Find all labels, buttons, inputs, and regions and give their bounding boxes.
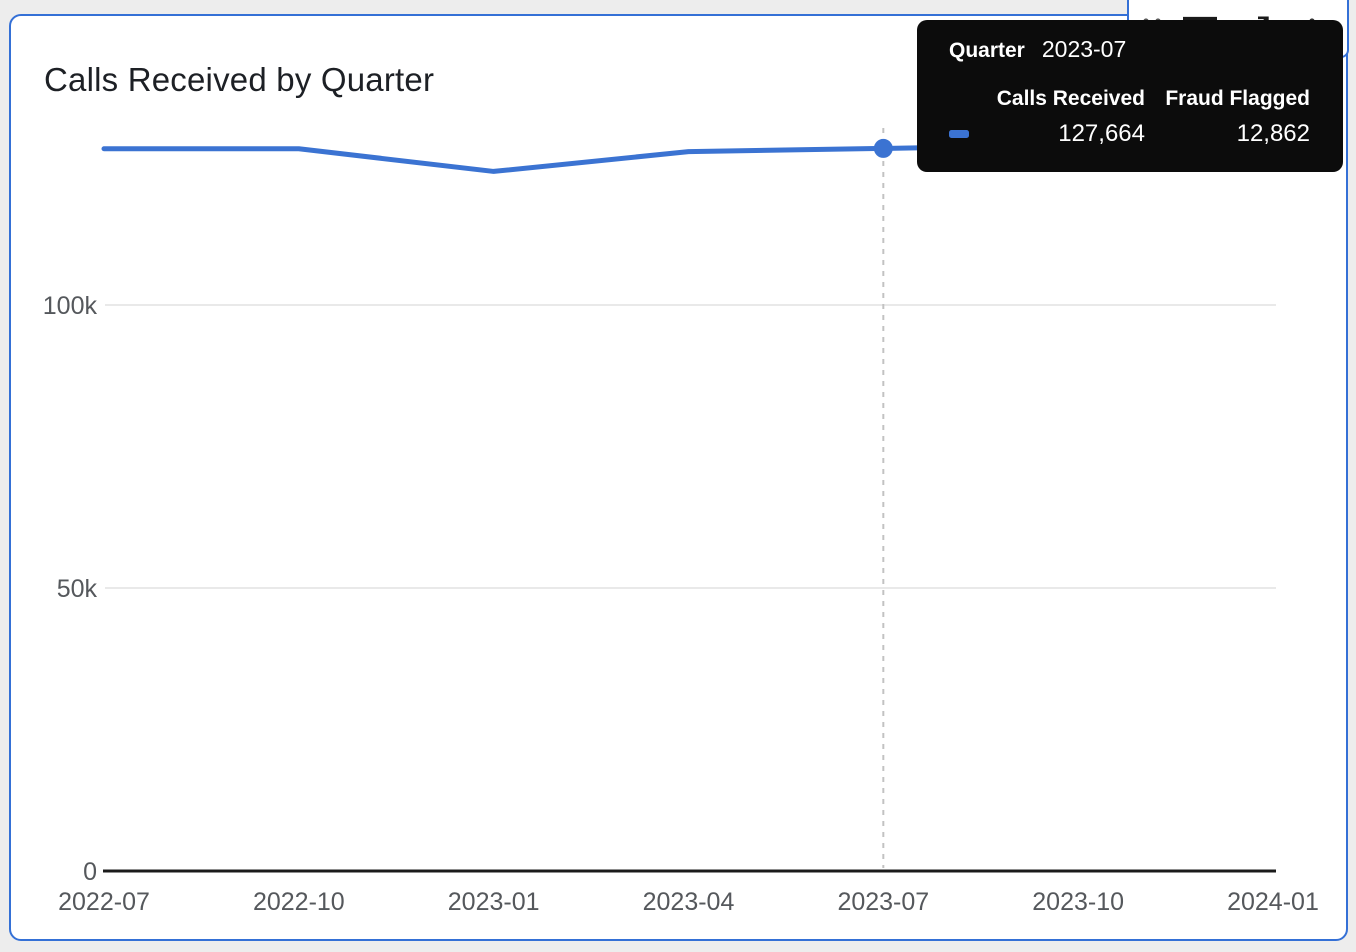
tooltip-dimension-label: Quarter bbox=[949, 39, 1025, 62]
chart-tooltip: Quarter 2023-07 Calls Received Fraud Fla… bbox=[917, 20, 1343, 172]
x-axis-tick-label: 2023-04 bbox=[643, 888, 735, 916]
tooltip-metrics-grid: Calls Received Fraud Flagged 127,664 12,… bbox=[949, 87, 1310, 148]
x-axis-tick-label: 2023-07 bbox=[837, 888, 929, 916]
tooltip-dimension-row: Quarter 2023-07 bbox=[949, 36, 1310, 66]
hover-data-point[interactable] bbox=[873, 138, 893, 158]
x-axis-tick-label: 2024-01 bbox=[1227, 888, 1319, 916]
tooltip-col-fraud-flagged: Fraud Flagged bbox=[1165, 87, 1310, 110]
y-axis-tick-label: 0 bbox=[83, 858, 97, 886]
tooltip-col-calls-received: Calls Received bbox=[996, 87, 1145, 110]
x-axis-tick-label: 2022-10 bbox=[253, 888, 345, 916]
tooltip-fraud-flagged-value: 12,862 bbox=[1236, 120, 1310, 147]
chart-title: Calls Received by Quarter bbox=[44, 61, 435, 98]
x-axis-tick-label: 2023-10 bbox=[1032, 888, 1124, 916]
y-axis-tick-label: 50k bbox=[57, 575, 98, 603]
x-axis-tick-label: 2022-07 bbox=[58, 888, 150, 916]
y-axis-tick-label: 100k bbox=[43, 292, 98, 320]
x-axis-tick-label: 2023-01 bbox=[448, 888, 540, 916]
series-legend-dash-icon bbox=[949, 130, 969, 138]
tooltip-dimension-value: 2023-07 bbox=[1041, 36, 1127, 62]
line-chart[interactable]: 0 50k 100k 2022-07 2022-10 2023-01 2023-04 2023… bbox=[9, 14, 1348, 941]
tooltip-calls-received-value: 127,664 bbox=[1058, 120, 1145, 147]
